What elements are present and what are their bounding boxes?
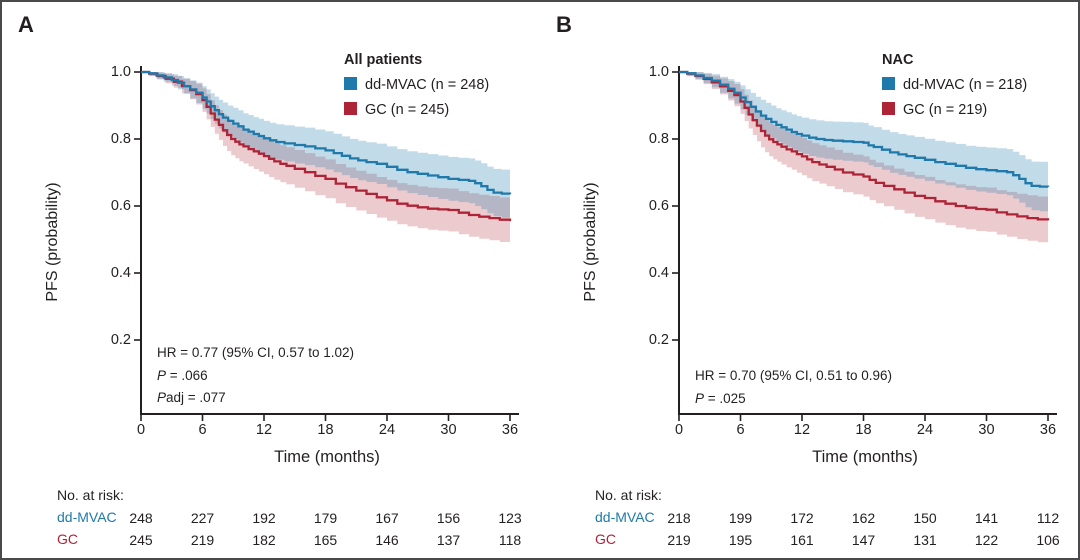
ci-band-dd-mvac	[141, 72, 510, 219]
risk-count: 192	[252, 510, 276, 526]
legend-item-gc: GC (n = 245)	[344, 98, 489, 123]
x-axis-label: Time (months)	[812, 448, 918, 466]
risk-count: 106	[1036, 532, 1060, 548]
legend-item-ddmvac: dd-MVAC (n = 248)	[344, 73, 489, 98]
y-tick-label: 0.2	[648, 332, 669, 348]
p-adj-text: Padj = .077	[157, 390, 226, 405]
risk-count: 122	[974, 532, 999, 548]
km-curve-dd-mvac	[141, 70, 512, 195]
km-curve-gc	[679, 70, 1050, 221]
risk-count: 141	[974, 510, 999, 526]
x-tick-label: 18	[855, 422, 872, 438]
risk-table-title: No. at risk:	[595, 487, 662, 503]
risk-count: 195	[728, 532, 753, 548]
panel-a-label: A	[18, 12, 34, 37]
x-tick-label: 30	[978, 422, 995, 438]
risk-count: 118	[498, 532, 522, 548]
legend-all-patients: All patients dd-MVAC (n = 248) GC (n = 2…	[344, 48, 489, 123]
panel-b-label: B	[556, 12, 572, 37]
legend-nac: NAC dd-MVAC (n = 218) GC (n = 219)	[882, 48, 1027, 123]
gc-swatch-icon	[344, 102, 357, 115]
p-value-text: P = .066	[157, 367, 208, 383]
gc-swatch-icon	[882, 102, 895, 115]
x-tick-label: 24	[378, 422, 396, 438]
y-tick-label: 0.8	[648, 131, 669, 147]
risk-count: 162	[851, 510, 876, 526]
risk-count: 137	[436, 532, 461, 548]
risk-row-label-gc: GC	[595, 531, 616, 547]
risk-count: 131	[913, 532, 937, 548]
risk-count: 219	[667, 532, 691, 548]
legend-label: dd-MVAC (n = 248)	[365, 77, 490, 93]
km-curve-dd-mvac	[679, 70, 1050, 188]
y-tick-label: 0.6	[110, 198, 131, 214]
km-curve-gc	[141, 70, 512, 222]
y-tick-label: 0.8	[110, 131, 131, 147]
risk-count: 172	[790, 510, 814, 526]
x-tick-label: 0	[674, 422, 684, 438]
x-tick-label: 6	[198, 422, 207, 438]
legend-item-ddmvac: dd-MVAC (n = 218)	[882, 73, 1027, 98]
risk-count: 182	[252, 532, 276, 548]
y-tick-label: 1.0	[648, 64, 669, 80]
x-tick-label: 24	[916, 422, 934, 438]
x-tick-label: 30	[440, 422, 457, 438]
risk-table-title: No. at risk:	[57, 487, 124, 503]
y-tick-label: 0.6	[648, 198, 669, 214]
risk-row-label-ddmvac: dd-MVAC	[595, 509, 655, 525]
x-axis-label: Time (months)	[274, 448, 380, 466]
legend-title: NAC	[882, 52, 914, 68]
legend-label: GC (n = 219)	[903, 102, 988, 118]
ci-band-gc	[141, 72, 510, 244]
stats-annotation: HR = 0.77 (95% CI, 0.57 to 1.02) P = .06…	[157, 342, 354, 410]
ddmvac-swatch-icon	[882, 77, 895, 90]
y-tick-label: 0.4	[648, 265, 669, 281]
risk-count: 245	[129, 532, 153, 548]
risk-count: 146	[375, 532, 399, 548]
y-tick-label: 0.4	[110, 265, 131, 281]
risk-count: 123	[498, 510, 522, 526]
hr-text: HR = 0.70 (95% CI, 0.51 to 0.96)	[695, 368, 892, 383]
legend-title: All patients	[344, 52, 423, 68]
risk-count: 161	[790, 532, 814, 548]
risk-count: 112	[1036, 510, 1060, 526]
risk-count: 147	[851, 532, 876, 548]
risk-row-label-gc: GC	[57, 531, 78, 547]
risk-count: 156	[436, 510, 461, 526]
y-axis-label: PFS (probability)	[582, 182, 599, 302]
ci-band-gc	[679, 72, 1048, 244]
ddmvac-swatch-icon	[344, 77, 357, 90]
x-tick-label: 6	[736, 422, 745, 438]
y-tick-label: 0.2	[110, 332, 131, 348]
hr-text: HR = 0.77 (95% CI, 0.57 to 1.02)	[157, 345, 354, 360]
legend-label: GC (n = 245)	[365, 102, 450, 118]
legend-label: dd-MVAC (n = 218)	[903, 77, 1028, 93]
risk-count: 167	[375, 510, 399, 526]
risk-count: 150	[913, 510, 937, 526]
risk-count: 219	[190, 532, 215, 548]
risk-row-label-ddmvac: dd-MVAC	[57, 509, 117, 525]
x-tick-label: 12	[255, 422, 273, 438]
x-tick-label: 12	[793, 422, 811, 438]
y-axis-label: PFS (probability)	[44, 182, 61, 302]
risk-count: 165	[313, 532, 338, 548]
x-tick-label: 36	[501, 422, 519, 438]
risk-count: 199	[728, 510, 753, 526]
p-value-text: P = .025	[695, 390, 746, 406]
y-tick-label: 1.0	[110, 64, 131, 80]
stats-annotation: HR = 0.70 (95% CI, 0.51 to 0.96) P = .02…	[695, 365, 892, 410]
x-tick-label: 18	[317, 422, 334, 438]
risk-count: 218	[667, 510, 691, 526]
legend-item-gc: GC (n = 219)	[882, 98, 1027, 123]
x-tick-label: 0	[136, 422, 146, 438]
risk-count: 179	[313, 510, 338, 526]
risk-count: 227	[190, 510, 215, 526]
x-tick-label: 36	[1039, 422, 1057, 438]
risk-count: 248	[129, 510, 153, 526]
